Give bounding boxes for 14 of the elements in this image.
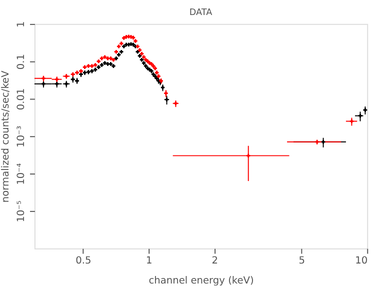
x-tick-label: 10: [355, 256, 368, 267]
x-tick-label: 5: [298, 256, 305, 267]
y-axis-title: normalized counts/sec/keV: [0, 70, 12, 203]
y-tick-label: 10⁻³: [16, 126, 28, 148]
y-tick-label: 10⁻⁴: [16, 163, 28, 185]
y-tick-label: 1: [16, 21, 28, 28]
y-tick-label: 0.1: [16, 54, 28, 70]
x-tick-label: 0.5: [76, 256, 92, 267]
chart-title: DATA: [189, 8, 212, 18]
y-tick-label: 0.01: [16, 88, 28, 110]
x-tick-label: 1: [146, 256, 152, 267]
y-tick-label: 10⁻⁵: [16, 200, 28, 222]
x-axis-title: channel energy (keV): [148, 275, 254, 286]
x-tick-label: 2: [212, 256, 218, 267]
